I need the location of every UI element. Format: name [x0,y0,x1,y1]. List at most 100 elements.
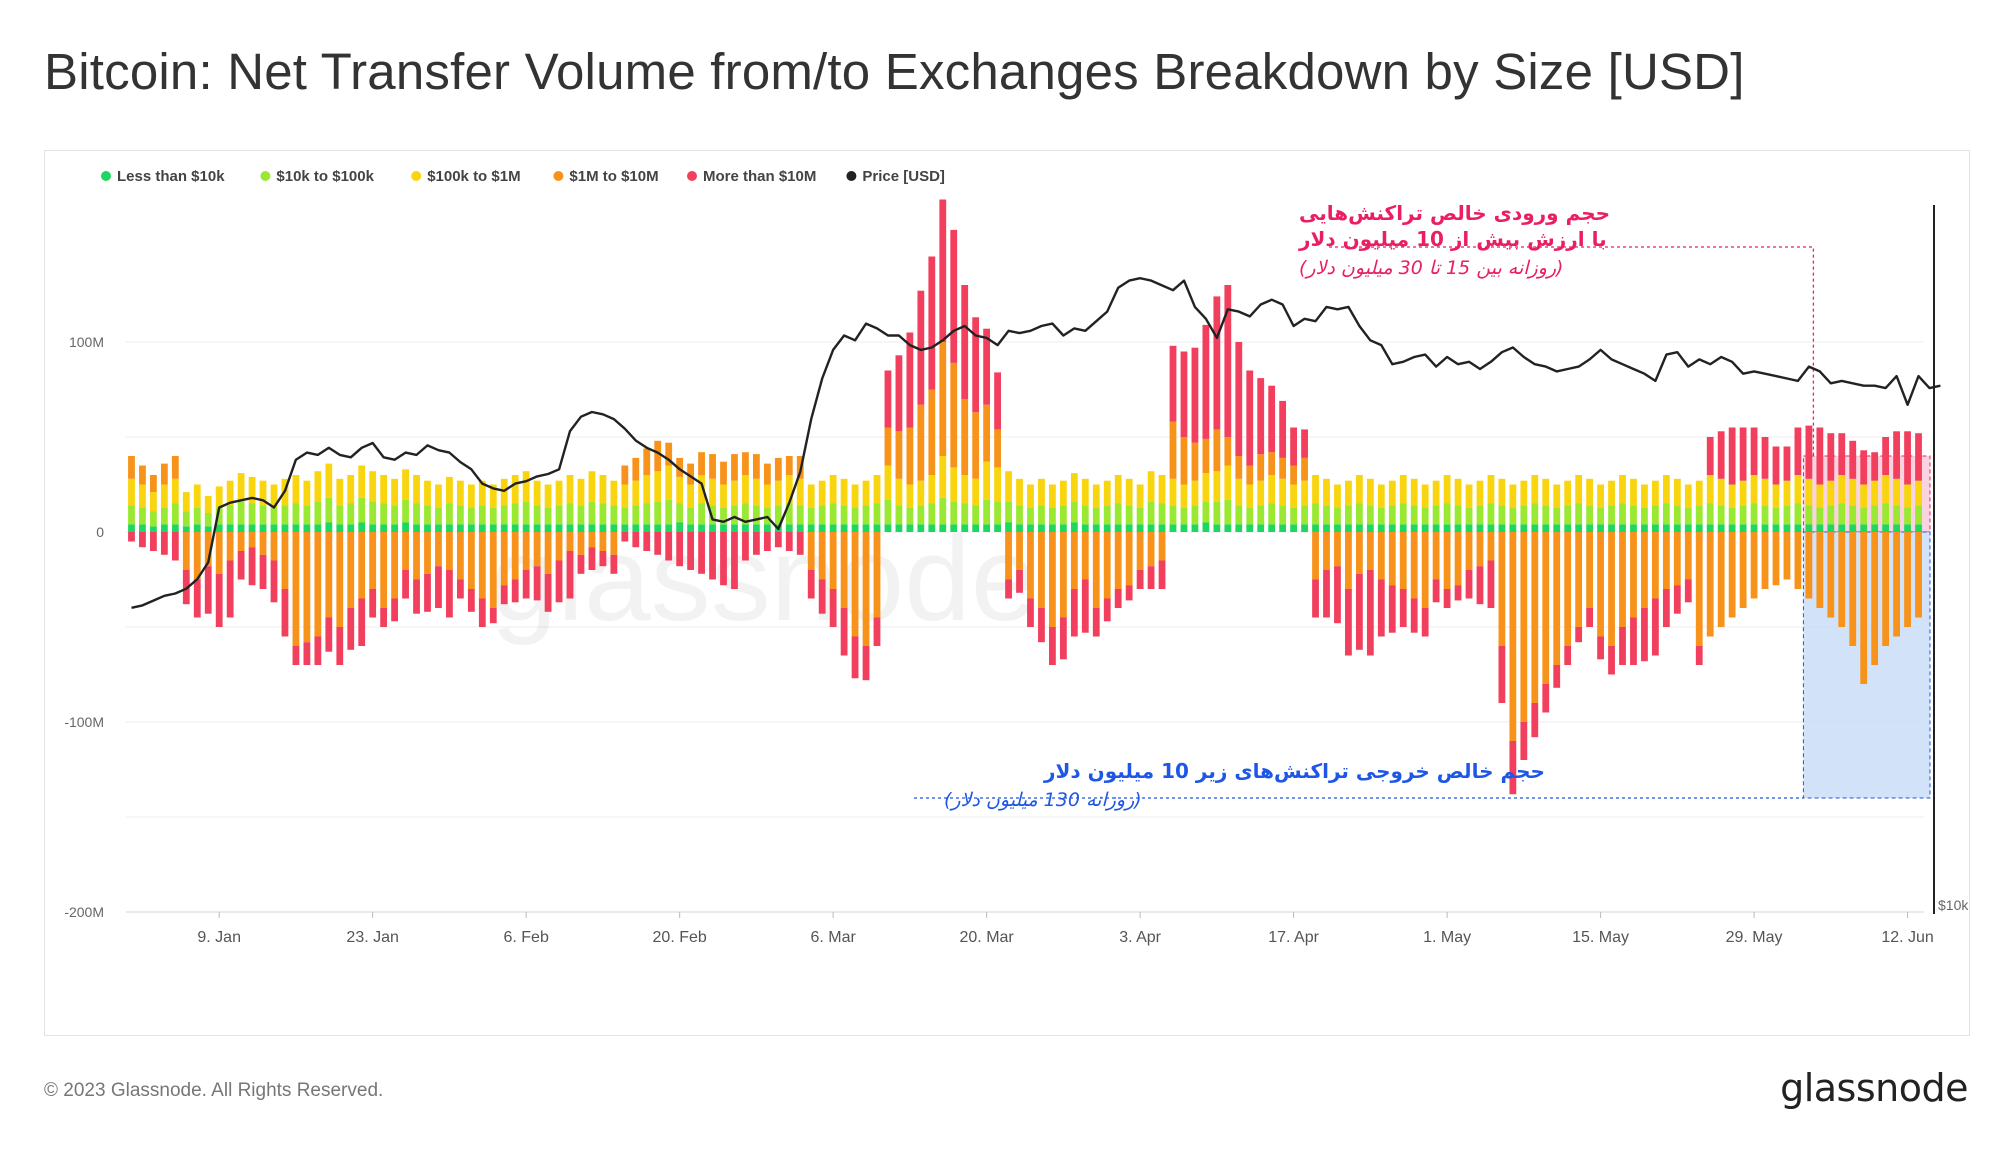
bar-segment [1619,475,1626,504]
bar-segment [1377,532,1385,580]
bar-segment [1268,385,1276,453]
legend-item[interactable]: $100k to $1M [411,168,521,185]
bar-segment [818,532,826,580]
bar-segment [1454,505,1462,525]
bar-segment [687,484,695,508]
bar-segment [1717,431,1725,479]
bar-segment [358,598,366,646]
bar-segment [731,524,738,532]
bar-segment [446,532,453,570]
bar-segment [1827,433,1835,481]
bar-segment [358,497,366,523]
bar-segment [807,507,815,525]
bar-segment [1706,524,1714,532]
bar-segment [829,503,837,525]
bar-segment [281,532,289,589]
bar-segment [610,532,618,555]
bar-segment [1180,351,1188,437]
bar-segment [1070,532,1078,589]
bar-segment [1630,617,1637,665]
bar-segment [862,505,870,525]
bar-segment [1871,452,1879,481]
bar-segment [1377,524,1385,532]
bar-segment [259,524,267,532]
bar-segment [150,492,157,512]
legend: Less than $10k $10k to $100k $100k to $1M $… [101,168,945,185]
legend-dot [687,171,697,181]
bar-segment [1312,532,1319,580]
bar-segment [752,478,760,506]
bar-segment [1739,532,1747,608]
bar-segment [994,501,1001,525]
bar-segment [292,524,300,532]
bar-segment [1290,465,1298,485]
bar-segment [1542,532,1550,684]
bar-segment [1388,532,1396,586]
bar-segment [1202,438,1210,474]
bar-segment [1630,524,1637,532]
bar-segment [1816,532,1824,608]
bar-segment [621,507,629,525]
bar-segment [1476,524,1484,532]
bar-segment [336,524,344,532]
bar-segment [1695,480,1703,506]
bar-segment [1465,532,1473,570]
bar-segment [1399,589,1407,627]
bar-segment [1202,473,1210,502]
bar-segment [1608,505,1615,525]
bar-segment [1564,524,1572,532]
bar-segment [1323,532,1330,570]
bar-segment [380,608,388,627]
bar-segment [1147,524,1155,532]
bar-segment [818,524,826,532]
bar-segment [698,532,705,574]
bar-segment [533,524,541,532]
bar-segment [862,646,870,681]
legend-item[interactable]: Price [USD] [846,168,945,185]
legend-item[interactable]: More than $10M [687,168,816,185]
bar-segment [1059,480,1067,506]
bar-segment [1564,505,1572,525]
bar-segment [665,532,673,561]
bar-segment [1388,505,1396,525]
bar-segment [1794,475,1802,504]
bar-segment [1301,457,1308,481]
bar-segment [1312,503,1319,525]
bar-segment [380,524,388,532]
bar-segment [1509,532,1517,741]
bar-segment [533,505,541,525]
bar-segment [1542,684,1550,713]
bar-segment [1750,427,1758,475]
bar-segment [884,465,892,500]
bar-segment [1673,524,1681,532]
bar-segment [1575,503,1583,525]
bar-segment [1027,532,1034,599]
bar-segment [1421,507,1429,525]
bar-segment [1827,505,1835,525]
bar-segment [950,467,958,502]
bar-segment [774,532,782,548]
bar-segment [643,503,651,525]
bar-segment [742,475,749,504]
bar-segment [807,570,815,599]
bar-segment [424,573,431,612]
legend-item[interactable]: $1M to $10M [553,168,659,185]
glassnode-logo[interactable]: glassnode [1780,1066,1968,1110]
bar-segment [1081,532,1089,580]
bar-segment [654,471,662,502]
bar-segment [709,478,716,506]
bar-segment [456,532,464,580]
bar-segment [1092,524,1100,532]
bar-segment [226,560,234,618]
bar-segment [391,505,399,525]
bar-segment [840,478,848,506]
bar-segment [1915,532,1922,618]
bar-segment [1038,478,1045,506]
bar-segment [1717,505,1725,525]
bar-segment [983,461,991,500]
bar-segment [1059,532,1067,618]
legend-item[interactable]: $10k to $100k [260,168,375,185]
bar-segment [873,532,881,618]
legend-item[interactable]: Less than $10k [101,168,225,185]
bar-segment [1575,532,1583,627]
